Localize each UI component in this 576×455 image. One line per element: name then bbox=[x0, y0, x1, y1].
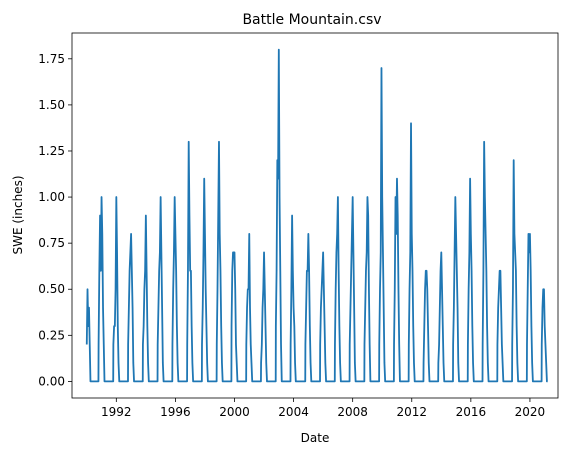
x-axis-label: Date bbox=[301, 431, 330, 445]
x-tick-label: 2000 bbox=[219, 405, 250, 419]
chart-title: Battle Mountain.csv bbox=[242, 12, 381, 28]
y-axis-label: SWE (inches) bbox=[11, 175, 25, 254]
x-tick-label: 2016 bbox=[456, 405, 487, 419]
x-tick-label: 2012 bbox=[396, 405, 427, 419]
y-tick-label: 0.50 bbox=[38, 282, 65, 296]
y-tick-label: 1.75 bbox=[38, 52, 65, 66]
y-tick-label: 0.00 bbox=[38, 374, 65, 388]
x-axis: 1992 1996 2000 2004 2008 2012 2016 2020 bbox=[101, 398, 545, 419]
series-layer bbox=[85, 48, 548, 383]
y-tick-label: 1.25 bbox=[38, 144, 65, 158]
series-line-0 bbox=[85, 48, 548, 383]
x-tick-label: 1992 bbox=[101, 405, 132, 419]
x-tick-label: 2004 bbox=[278, 405, 309, 419]
y-tick-label: 0.75 bbox=[38, 236, 65, 250]
y-tick-label: 0.25 bbox=[38, 328, 65, 342]
x-tick-label: 1996 bbox=[160, 405, 191, 419]
y-axis: 0.00 0.25 0.50 0.75 1.00 1.25 1.50 1.75 bbox=[38, 52, 72, 388]
plot-frame bbox=[71, 32, 559, 399]
x-tick-label: 2020 bbox=[515, 405, 546, 419]
y-tick-label: 1.50 bbox=[38, 98, 65, 112]
x-tick-label: 2008 bbox=[337, 405, 368, 419]
y-tick-label: 1.00 bbox=[38, 190, 65, 204]
